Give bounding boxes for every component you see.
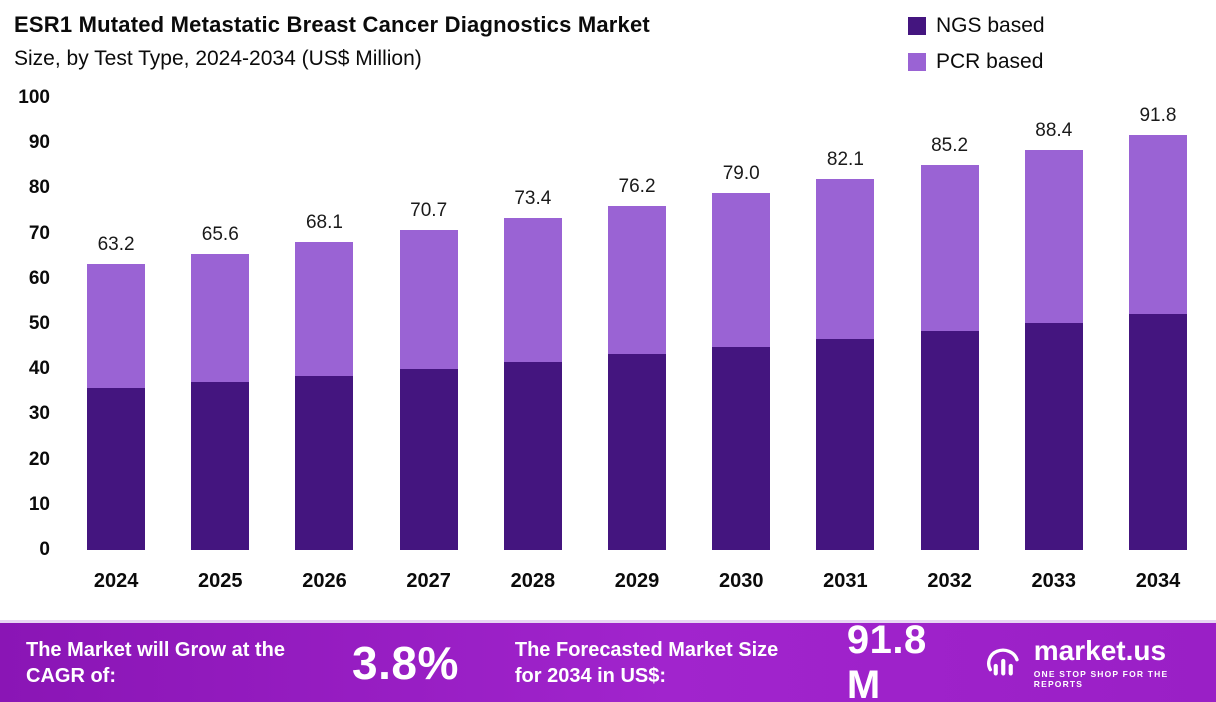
bar-column: 82.1: [793, 98, 897, 550]
forecast-label: The Forecasted Market Size for 2034 in U…: [514, 638, 779, 687]
page-title: ESR1 Mutated Metastatic Breast Cancer Di…: [14, 12, 650, 37]
x-axis-label: 2031: [823, 570, 868, 592]
bar-column: 68.1: [272, 98, 376, 550]
bar-segment-pcr: [295, 242, 354, 376]
y-axis-tick-label: 100: [18, 87, 50, 108]
legend-swatch: [908, 53, 926, 71]
y-axis-tick-label: 60: [28, 267, 50, 289]
bar-column: 70.7: [377, 98, 481, 550]
x-axis-label: 2027: [406, 570, 451, 592]
brand-tagline: ONE STOP SHOP FOR THE REPORTS: [1033, 668, 1169, 689]
market-us-logo-icon: [987, 648, 1019, 675]
bar-total-label: 73.4: [514, 188, 552, 210]
bar-total-label: 88.4: [1035, 120, 1073, 142]
brand-name: market.us: [1033, 634, 1167, 666]
bar-segment-pcr: [399, 230, 458, 369]
bar-segment-ngs: [920, 331, 979, 550]
bar-total-label: 91.8: [1139, 105, 1177, 127]
footer-ribbon: The Market will Grow at the CAGR of: 3.8…: [0, 617, 1216, 702]
bar-column: 88.4: [1002, 98, 1106, 550]
bar-segment-ngs: [399, 368, 458, 550]
bar-segment-pcr: [87, 264, 146, 389]
bar-segment-ngs: [295, 375, 354, 550]
bar-total-label: 65.6: [201, 223, 239, 245]
bar-total-label: 82.1: [826, 148, 864, 170]
bar-segment-pcr: [712, 192, 771, 348]
bar-column: 85.2: [898, 98, 1002, 550]
cagr-label: The Market will Grow at the CAGR of:: [26, 638, 285, 687]
forecast-value: 91.8 M: [846, 617, 927, 702]
bar-total-label: 76.2: [618, 175, 656, 197]
bar-total-label: 68.1: [305, 212, 343, 234]
y-axis-tick-label: 90: [28, 132, 50, 154]
y-axis-tick-label: 40: [28, 358, 50, 380]
legend-label: NGS based: [936, 14, 1045, 37]
bar-segment-ngs: [712, 347, 771, 550]
legend-swatch: [908, 17, 926, 35]
bar-segment-pcr: [1024, 150, 1083, 324]
x-axis-labels: 2024 2025 2026 2027 2028 2029 2030 2031 2032 2033…: [64, 570, 1210, 593]
bar-total-label: 79.0: [722, 162, 760, 184]
bar-total-label: 85.2: [931, 134, 969, 156]
x-axis-label: 2026: [302, 570, 347, 592]
bar-column: 65.6: [168, 98, 272, 550]
bar-segment-ngs: [1024, 323, 1083, 550]
page-subtitle: Size, by Test Type, 2024-2034 (US$ Milli…: [14, 47, 422, 70]
x-axis-label: 2028: [510, 570, 556, 592]
x-axis-label: 2030: [718, 570, 764, 592]
bar-column: 91.8: [1106, 98, 1210, 550]
plot-area: 63.2 65.6 68.1 70.7 73.4 76.2 79.0 82.1 85.2 88.4…: [64, 98, 1210, 550]
y-axis-tick-label: 10: [28, 493, 50, 515]
legend-item-ngs: NGS based: [908, 14, 1045, 38]
y-axis-tick-label: 0: [39, 539, 50, 560]
bar-segment-ngs: [87, 388, 146, 550]
bar-segment-pcr: [920, 164, 979, 332]
x-axis-label: 2033: [1031, 570, 1077, 592]
bar-column: 63.2: [64, 98, 168, 550]
x-axis-label: 2029: [614, 570, 660, 592]
bar-column: 73.4: [481, 98, 585, 550]
x-axis-label: 2024: [93, 570, 139, 592]
bar-total-label: 70.7: [410, 200, 448, 222]
legend-label: PCR based: [936, 50, 1044, 73]
stacked-bar-chart: 0 10 20 30 40 50 60 70 80 90 100 63.2 65.6 68.1 70.7 7…: [0, 88, 1216, 598]
market-us-logo: market.us ONE STOP SHOP FOR THE REPORTS: [982, 634, 1190, 689]
bar-segment-ngs: [191, 382, 250, 550]
y-axis: 0 10 20 30 40 50 60 70 80 90 100: [4, 88, 50, 560]
bar-column: 79.0: [689, 98, 793, 550]
bar-segment-ngs: [503, 361, 562, 550]
legend-item-pcr: PCR based: [908, 50, 1045, 74]
bar-segment-pcr: [816, 178, 875, 339]
bar-segment-pcr: [608, 205, 667, 355]
y-axis-tick-label: 80: [28, 177, 50, 199]
bar-total-label: 63.2: [97, 234, 135, 256]
bar-segment-pcr: [1128, 135, 1187, 314]
bar-column: 76.2: [585, 98, 689, 550]
y-axis-tick-label: 70: [28, 222, 50, 244]
y-axis-tick-label: 30: [28, 403, 50, 425]
y-axis-tick-label: 20: [28, 448, 50, 470]
x-axis-label: 2034: [1135, 570, 1181, 592]
y-axis-tick-label: 50: [28, 313, 50, 334]
bar-segment-ngs: [608, 354, 667, 550]
chart-title-block: ESR1 Mutated Metastatic Breast Cancer Di…: [14, 12, 650, 71]
cagr-value: 3.8%: [352, 636, 459, 689]
bar-segment-ngs: [816, 338, 875, 550]
bar-segment-pcr: [503, 218, 562, 362]
chart-legend: NGS based PCR based: [908, 14, 1045, 74]
bar-segment-pcr: [191, 253, 250, 383]
x-axis-label: 2032: [927, 570, 972, 592]
x-axis-label: 2025: [198, 570, 243, 592]
bar-segment-ngs: [1128, 313, 1187, 550]
